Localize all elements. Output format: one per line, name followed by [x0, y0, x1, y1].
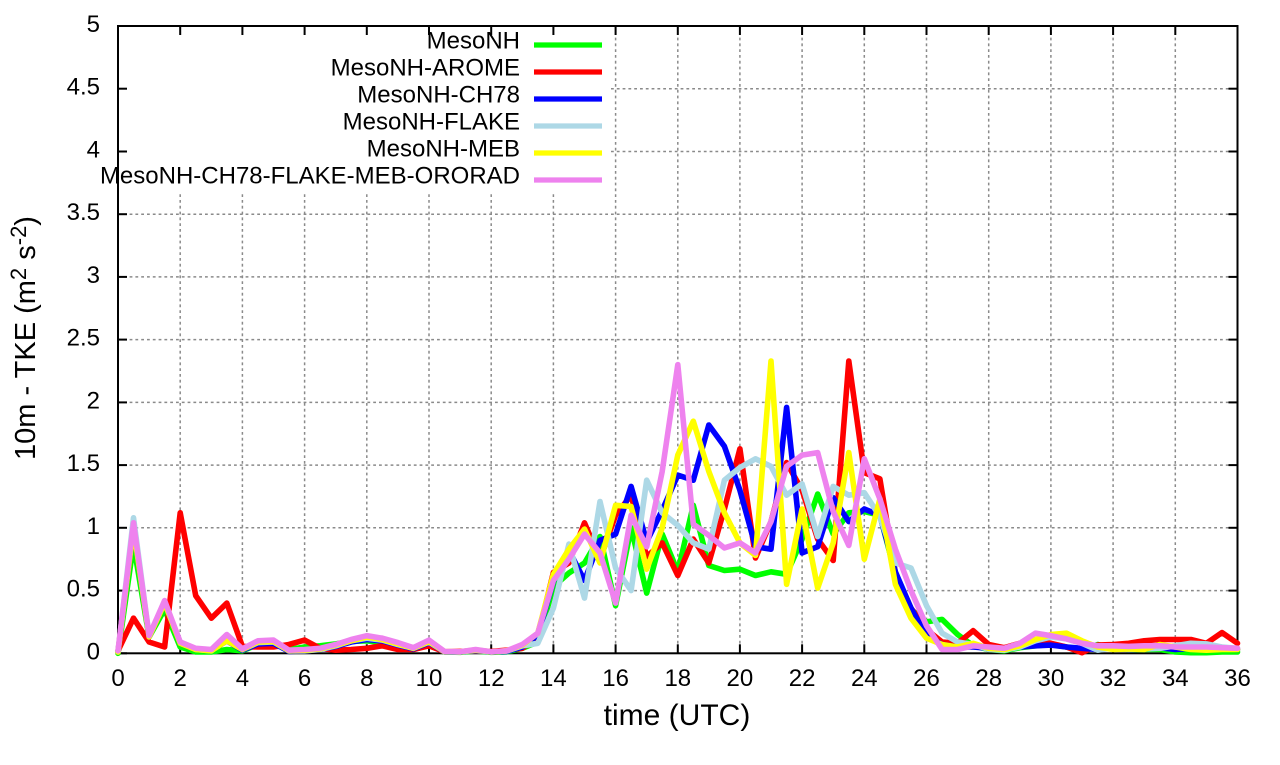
svg-text:26: 26: [913, 665, 940, 692]
svg-text:36: 36: [1224, 665, 1251, 692]
svg-text:MesoNH-CH78-FLAKE-MEB-ORORAD: MesoNH-CH78-FLAKE-MEB-ORORAD: [100, 163, 520, 190]
svg-text:4.5: 4.5: [67, 74, 100, 101]
svg-text:16: 16: [602, 665, 629, 692]
svg-text:18: 18: [664, 665, 691, 692]
svg-text:MesoNH-MEB: MesoNH-MEB: [367, 136, 520, 163]
svg-text:MesoNH: MesoNH: [427, 28, 520, 55]
svg-text:MesoNH-CH78: MesoNH-CH78: [357, 82, 520, 109]
svg-text:10: 10: [416, 665, 443, 692]
svg-text:1: 1: [87, 513, 100, 540]
svg-text:2: 2: [174, 665, 187, 692]
svg-text:30: 30: [1038, 665, 1065, 692]
svg-text:0: 0: [87, 638, 100, 665]
svg-text:8: 8: [360, 665, 373, 692]
svg-text:24: 24: [851, 665, 878, 692]
svg-text:time (UTC): time (UTC): [604, 699, 751, 732]
svg-text:10m - TKE (m2 s-2): 10m - TKE (m2 s-2): [6, 216, 42, 460]
svg-text:4: 4: [236, 665, 249, 692]
svg-text:12: 12: [478, 665, 505, 692]
svg-text:5: 5: [87, 11, 100, 38]
svg-text:MesoNH-FLAKE: MesoNH-FLAKE: [343, 109, 520, 136]
svg-text:1.5: 1.5: [67, 450, 100, 477]
svg-text:MesoNH-AROME: MesoNH-AROME: [331, 55, 520, 82]
svg-text:32: 32: [1100, 665, 1127, 692]
svg-text:22: 22: [789, 665, 816, 692]
svg-text:28: 28: [975, 665, 1002, 692]
svg-text:0.5: 0.5: [67, 576, 100, 603]
svg-text:34: 34: [1162, 665, 1189, 692]
svg-text:0: 0: [111, 665, 124, 692]
svg-text:3.5: 3.5: [67, 199, 100, 226]
svg-text:4: 4: [87, 137, 100, 164]
svg-text:6: 6: [298, 665, 311, 692]
svg-text:20: 20: [727, 665, 754, 692]
svg-text:14: 14: [540, 665, 567, 692]
svg-text:3: 3: [87, 262, 100, 289]
svg-text:2.5: 2.5: [67, 325, 100, 352]
svg-text:2: 2: [87, 387, 100, 414]
